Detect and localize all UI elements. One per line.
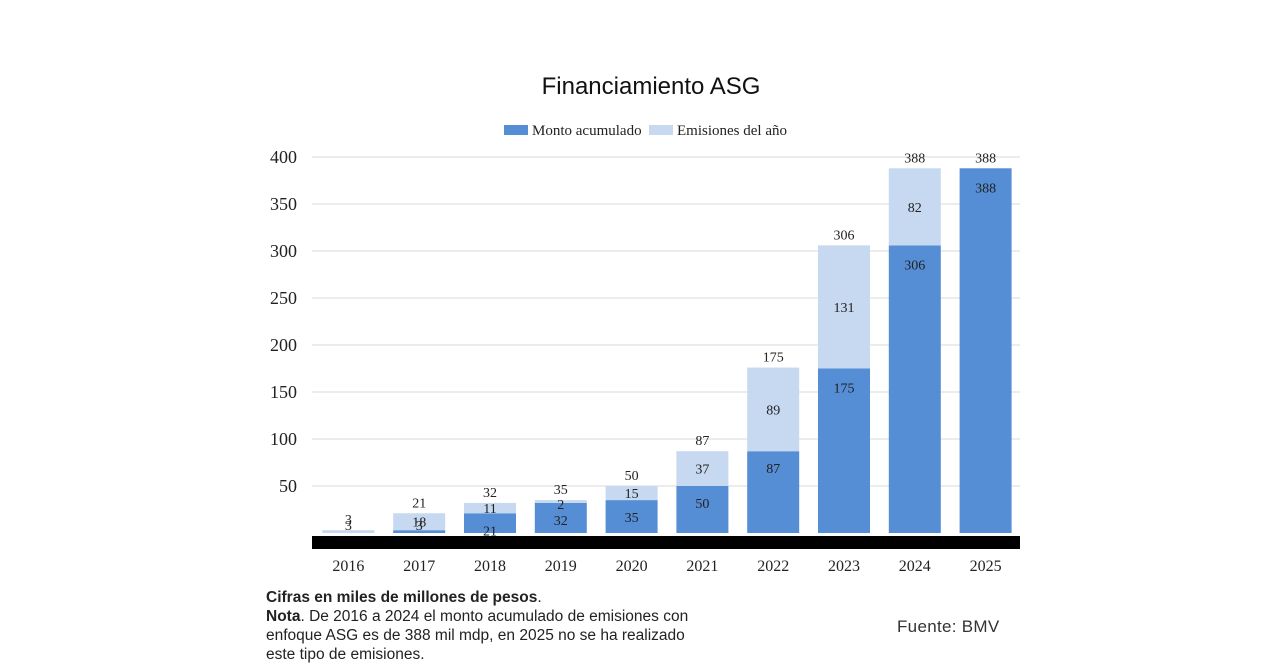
units-note: Cifras en miles de millones de pesos xyxy=(266,589,538,606)
monto-value-label: 87 xyxy=(766,462,780,477)
y-tick-label: 100 xyxy=(270,429,297,449)
bar-monto-acumulado xyxy=(605,500,658,533)
x-category-label: 2023 xyxy=(828,558,860,575)
emisiones-value-label: 82 xyxy=(908,201,922,216)
y-tick-label: 50 xyxy=(279,476,297,496)
total-label: 306 xyxy=(834,228,855,243)
bar-emisiones-del-ano xyxy=(464,502,516,514)
bar-emisiones-del-ano xyxy=(676,451,729,486)
bar-monto-acumulado xyxy=(393,530,446,533)
x-category-label: 2016 xyxy=(332,558,364,575)
bar-emisiones-del-ano xyxy=(322,530,375,533)
x-category-label: 2024 xyxy=(899,558,931,575)
chart-footnote: Cifras en miles de millones de pesos. No… xyxy=(266,589,689,663)
monto-value-label: 388 xyxy=(975,181,996,196)
emisiones-value-label: 89 xyxy=(766,403,780,418)
note-text: . De 2016 a 2024 el monto acumulado de e… xyxy=(266,608,689,663)
emisiones-value-label: 2 xyxy=(557,498,564,513)
y-tick-label: 200 xyxy=(270,335,297,355)
bar-monto-acumulado xyxy=(676,486,729,533)
y-tick-label: 350 xyxy=(270,194,297,214)
total-label: 388 xyxy=(975,151,996,166)
total-label: 35 xyxy=(554,483,568,498)
bar-monto-acumulado xyxy=(534,502,587,533)
x-axis-baseline xyxy=(312,536,1020,549)
x-category-label: 2021 xyxy=(686,558,718,575)
monto-value-label: 3 xyxy=(416,519,423,534)
emisiones-value-label: 131 xyxy=(834,301,855,316)
x-category-label: 2017 xyxy=(403,558,435,575)
bar-monto-acumulado xyxy=(747,451,800,533)
legend-swatch-2 xyxy=(649,125,673,135)
monto-value-label: 21 xyxy=(483,524,497,539)
bar-emisiones-del-ano xyxy=(605,486,658,501)
monto-value-label: 32 xyxy=(554,514,568,529)
y-tick-label: 300 xyxy=(270,241,297,261)
emisiones-value-label: 15 xyxy=(625,487,639,502)
x-category-label: 2018 xyxy=(474,558,506,575)
bar-emisiones-del-ano xyxy=(888,168,941,246)
chart-title: Financiamiento ASG xyxy=(542,73,761,100)
bar-monto-acumulado xyxy=(888,245,941,534)
total-label: 50 xyxy=(625,469,639,484)
x-category-label: 2025 xyxy=(970,558,1002,575)
monto-value-label: 306 xyxy=(904,258,925,273)
x-category-label: 2019 xyxy=(545,558,577,575)
y-tick-label: 150 xyxy=(270,382,297,402)
legend-label-1: Monto acumulado xyxy=(532,123,642,139)
bar-emisiones-del-ano xyxy=(534,500,587,503)
emisiones-value-label: 11 xyxy=(483,502,496,517)
y-tick-label: 400 xyxy=(270,147,297,167)
bar-monto-acumulado xyxy=(464,513,516,533)
monto-value-label: 175 xyxy=(834,382,855,397)
total-label: 388 xyxy=(904,151,925,166)
emisiones-value-label: 18 xyxy=(412,516,426,531)
monto-value-label: 35 xyxy=(625,511,639,526)
y-tick-label: 250 xyxy=(270,288,297,308)
total-label: 87 xyxy=(695,434,709,449)
total-label: 32 xyxy=(483,486,497,501)
source-credit: Fuente: BMV xyxy=(897,617,1000,636)
total-label: 3 xyxy=(345,513,352,528)
emisiones-value-label: 37 xyxy=(695,463,709,478)
bar-emisiones-del-ano xyxy=(393,513,446,531)
bar-monto-acumulado xyxy=(818,368,870,533)
legend-label-2: Emisiones del año xyxy=(677,123,787,139)
x-category-label: 2022 xyxy=(757,558,789,575)
legend-swatch-1 xyxy=(504,125,528,135)
bar-emisiones-del-ano xyxy=(818,245,870,369)
note-label: Nota xyxy=(266,608,301,625)
total-label: 175 xyxy=(763,351,784,366)
stacked-bar-chart: Financiamiento ASG Monto acumulado Emision… xyxy=(270,73,1020,575)
total-label: 21 xyxy=(412,496,426,511)
monto-value-label: 3 xyxy=(345,519,352,534)
monto-value-label: 50 xyxy=(695,497,709,512)
x-category-label: 2020 xyxy=(616,558,648,575)
bar-emisiones-del-ano xyxy=(747,367,800,452)
bar-monto-acumulado xyxy=(959,168,1012,533)
